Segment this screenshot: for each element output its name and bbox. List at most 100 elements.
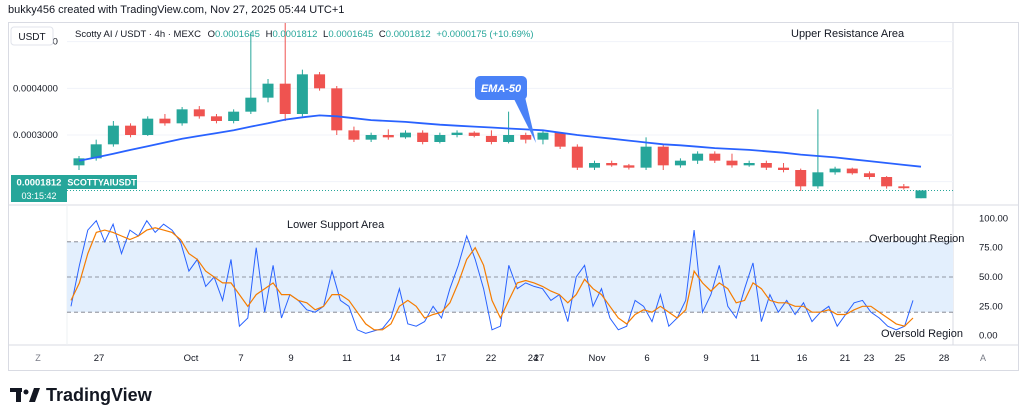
footer-brand: TradingView	[46, 384, 152, 405]
open-label: O	[208, 29, 215, 40]
price-tag: 0.0001812 SCOTTYAIUSDT 03:15:42	[11, 175, 137, 202]
candle-body	[382, 135, 394, 138]
candle-body	[193, 109, 205, 117]
open-value: 0.0001645	[215, 29, 260, 40]
upper-resistance-label: Upper Resistance Area	[791, 28, 905, 40]
candle-body	[743, 163, 755, 166]
candle-body	[142, 118, 154, 135]
chart-caption: bukky456 created with TradingView.com, N…	[8, 4, 345, 16]
candle-body	[554, 132, 566, 147]
stochastic-k-line	[70, 219, 914, 334]
candle-body	[73, 158, 85, 166]
time-tick-label: 17	[436, 353, 447, 364]
time-tick-label: 9	[288, 353, 293, 364]
time-tick-label: Nov	[589, 353, 606, 364]
candle-body	[795, 170, 807, 187]
candle-body	[399, 132, 411, 138]
candle-body	[210, 116, 222, 121]
candle-body	[520, 135, 532, 140]
high-value: 0.0001812	[272, 29, 317, 40]
price-tag-value: 0.0001812	[17, 178, 62, 189]
stochastic-axis-ticks: 100.00 75.00 50.00 25.00 0.00	[979, 213, 1008, 341]
time-tick-label: Oct	[184, 353, 199, 364]
candle-body	[709, 153, 721, 161]
stochastic-tick-label: 100.00	[979, 213, 1008, 224]
lower-support-label: Lower Support Area	[287, 219, 385, 231]
stochastic-tick-label: 50.00	[979, 272, 1003, 283]
candle-body	[365, 135, 377, 140]
tradingview-logo-icon	[10, 388, 40, 402]
auto-scale-button[interactable]: A	[980, 353, 986, 363]
candle-body	[846, 168, 858, 174]
price-tag-ticker: SCOTTYAIUSDT	[67, 178, 137, 188]
footer: TradingView	[10, 383, 152, 407]
candle-body	[245, 97, 257, 112]
currency-label: USDT	[18, 32, 45, 43]
candles	[73, 23, 927, 199]
close-value: 0.0001812	[386, 29, 431, 40]
change-value: +0.0000175 (+10.69%)	[436, 29, 533, 40]
time-tick-label: 24	[528, 353, 539, 364]
candle-body	[915, 190, 927, 199]
time-tick-label: 7	[238, 353, 243, 364]
currency-button[interactable]	[10, 26, 54, 46]
overbought-label: Overbought Region	[869, 233, 964, 245]
time-tick-label: 22	[486, 353, 497, 364]
candle-body	[331, 88, 343, 131]
price-tag-countdown: 03:15:42	[21, 191, 56, 201]
candle-body	[125, 125, 137, 135]
time-tick-label: 14	[390, 353, 401, 364]
candle-body	[692, 153, 704, 161]
candle-body	[674, 160, 686, 166]
candle-body	[314, 74, 326, 89]
candle-body	[863, 173, 875, 177]
candle-body	[898, 186, 910, 189]
price-tick-label: 0.0003000	[13, 130, 58, 141]
stochastic-tick-label: 0.00	[979, 331, 998, 342]
time-tick-label: 11	[342, 353, 352, 364]
candle-body	[468, 132, 480, 136]
candle-body	[623, 165, 635, 168]
time-tick-label: 28	[939, 353, 950, 364]
candle-body	[881, 177, 893, 187]
time-tick-label: 25	[895, 353, 906, 364]
candle-body	[589, 163, 601, 168]
ema-callout: EMA-50	[475, 76, 536, 143]
stochastic-d-line	[70, 227, 914, 331]
ema-callout-text: EMA-50	[481, 83, 522, 95]
candle-body	[571, 146, 583, 168]
time-tick-label: 9	[703, 353, 708, 364]
candle-body	[812, 172, 824, 187]
low-value: 0.0001645	[328, 29, 373, 40]
candle-body	[262, 83, 274, 98]
candle-body	[417, 132, 429, 142]
candle-body	[657, 146, 669, 166]
ema50-line	[78, 114, 922, 168]
candle-body	[90, 144, 102, 159]
candle-body	[107, 125, 119, 145]
candle-body	[279, 83, 291, 114]
oversold-label: Oversold Region	[881, 328, 963, 340]
candle-body	[503, 135, 515, 142]
candle-body	[451, 132, 463, 135]
candle-body	[726, 160, 738, 166]
candle-body	[537, 132, 549, 140]
candle-body	[296, 74, 308, 114]
candle-body	[348, 130, 360, 140]
candle-body	[829, 168, 841, 173]
candle-body	[176, 109, 188, 124]
candle-body	[485, 135, 497, 142]
time-tick-label: 11	[750, 353, 760, 364]
time-tick-label: 16	[797, 353, 808, 364]
time-tick-label: 6	[644, 353, 649, 364]
low-label: L	[323, 29, 328, 40]
stochastic-tick-label: 75.00	[979, 243, 1003, 254]
price-tick-label: 0.0004000	[13, 83, 58, 94]
candle-body	[434, 135, 446, 142]
zoom-button[interactable]: Z	[35, 353, 41, 363]
candle-body	[640, 146, 652, 168]
candle-body	[159, 118, 171, 124]
